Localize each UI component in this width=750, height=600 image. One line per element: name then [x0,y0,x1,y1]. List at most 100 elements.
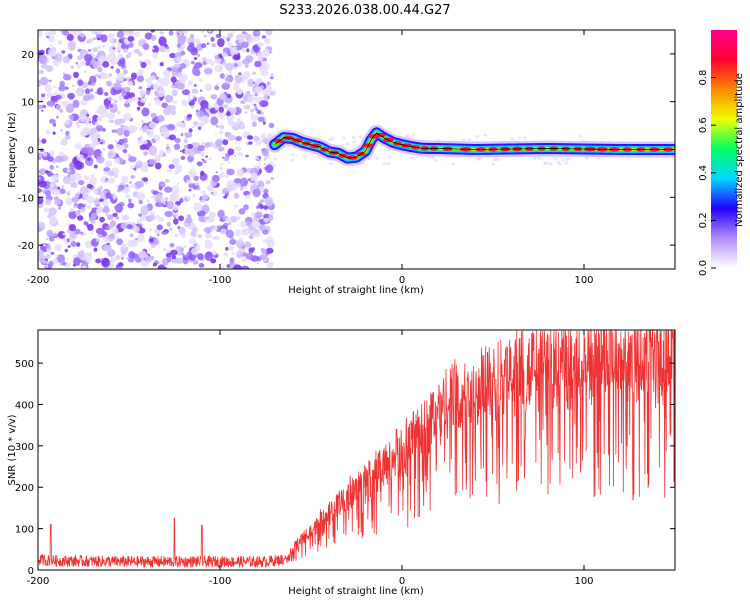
noise-speck [45,170,49,174]
noise-speck [85,240,93,249]
noise-speck [105,178,109,182]
noise-speck [57,186,61,190]
noise-speck [73,71,79,79]
noise-speck [269,90,276,96]
noise-speck [85,61,91,66]
noise-speck [69,232,77,240]
noise-speck [120,253,124,258]
noise-speck [67,47,71,50]
noise-speck [107,150,114,157]
noise-speck [96,37,101,41]
noise-speck [179,73,188,83]
noise-speck [107,144,114,150]
noise-speck [245,252,254,260]
noise-speck [475,134,480,138]
noise-speck [174,137,181,144]
noise-speck [108,119,114,124]
noise-speck [161,102,168,109]
noise-speck [150,75,156,81]
noise-speck [263,93,271,101]
noise-speck [196,53,201,57]
noise-speck [61,50,66,54]
noise-speck [236,168,244,177]
noise-speck [225,229,234,238]
noise-speck [96,156,105,164]
noise-speck [130,184,135,188]
noise-speck [229,216,238,223]
noise-speck [225,174,229,179]
noise-speck [235,229,242,237]
noise-speck [66,168,71,173]
noise-speck [236,61,243,67]
noise-speck [62,175,71,185]
noise-speck [467,138,472,142]
noise-speck [139,89,146,95]
noise-speck [146,131,151,135]
noise-speck [226,114,235,122]
noise-speck [95,237,100,243]
snr-series-line [38,330,675,569]
noise-speck [105,74,109,78]
noise-speck [183,144,188,149]
noise-speck [254,211,263,219]
noise-speck [157,78,163,83]
noise-speck [195,110,205,118]
noise-speck [90,212,98,219]
noise-speck [112,98,116,102]
noise-speck [39,54,48,65]
noise-speck [187,80,193,86]
noise-speck [263,217,269,223]
noise-speck [171,185,180,195]
noise-speck [102,200,109,207]
colorbar-gradient [711,30,737,268]
noise-speck [404,134,409,138]
noise-speck [194,70,201,77]
noise-speck [69,208,74,213]
noise-speck [233,264,242,269]
noise-speck [188,42,195,48]
noise-speck [208,104,213,108]
noise-speck [110,257,117,262]
noise-speck [386,161,391,165]
noise-speck [259,204,264,210]
noise-speck [211,43,216,48]
noise-speck [148,228,153,232]
noise-speck [210,192,214,195]
noise-speck [73,173,82,181]
noise-speck [233,192,240,199]
noise-speck [261,88,270,95]
noise-speck [120,214,129,221]
noise-speck [198,263,205,268]
noise-speck [105,192,112,199]
noise-speck [183,30,189,35]
noise-speck [107,214,114,221]
noise-speck [42,243,46,247]
noise-speck [164,210,173,218]
noise-speck [240,124,245,128]
noise-speck [122,48,128,53]
noise-speck [341,136,346,140]
snr-ytick-label: 0 [28,566,34,577]
noise-speck [168,227,173,231]
noise-speck [109,38,115,44]
noise-speck [351,135,356,139]
noise-speck [52,131,56,135]
noise-speck [70,182,78,189]
noise-speck [74,202,78,206]
noise-speck [141,120,145,123]
noise-speck [227,134,236,141]
noise-speck [108,75,111,78]
noise-speck [217,38,225,48]
noise-speck [193,202,203,212]
noise-speck [201,43,207,48]
noise-speck [110,192,114,195]
noise-speck [123,69,128,75]
noise-speck [137,75,144,83]
noise-speck [76,154,85,162]
snr-ytick-label: 400 [15,400,34,411]
noise-speck [251,220,261,229]
noise-speck [139,144,147,151]
noise-speck [180,133,184,137]
noise-speck [254,228,259,234]
noise-speck [87,157,91,161]
